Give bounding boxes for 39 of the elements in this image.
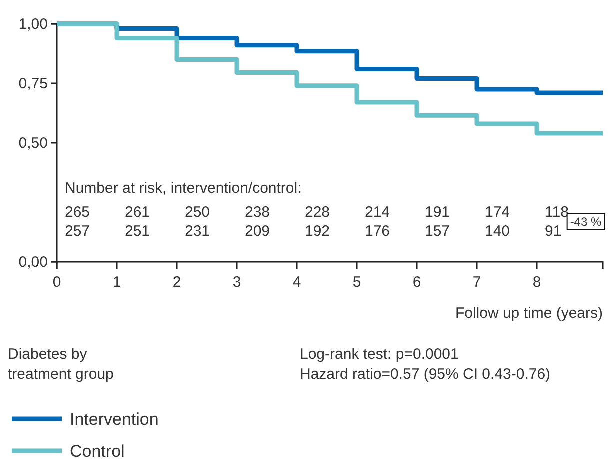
y-tick-label: 0,50 [18,134,48,152]
annotation: 251 [125,223,150,240]
x-tick-label: 8 [532,274,542,291]
annotation: 228 [305,204,330,221]
text: Log-rank test: p=0.0001 [300,346,459,363]
annotation: 214 [365,204,390,221]
annotation: 231 [185,223,210,240]
x-tick-label: 3 [232,274,242,291]
annotation: 176 [365,223,390,240]
annotation: 261 [125,204,150,221]
y-tick-label: 0,75 [18,75,48,92]
x-axis-title: Follow up time (years) [455,305,603,322]
annotation: -43 % [570,215,602,229]
annotation: 191 [425,204,450,221]
x-tick-label: 5 [352,274,362,291]
x-tick-label: 2 [172,274,182,291]
annotation: 192 [305,223,330,240]
annotation: 140 [485,223,510,240]
text: Hazard ratio=0.57 (95% CI 0.43-0.76) [300,366,551,383]
x-tick-label: 0 [52,274,62,291]
y-tick-label: 1,00 [18,16,48,33]
legend-label: Control [70,442,125,459]
annotation: 257 [65,223,90,240]
x-tick-label: 1 [112,274,122,291]
annotation: 250 [185,204,210,221]
x-tick-label: 7 [472,274,482,291]
annotation: 91 [545,223,562,240]
y-tick-label: 0,00 [18,254,48,271]
annotation: 209 [245,223,270,240]
legend-label: Intervention [70,410,159,429]
x-tick-label: 6 [412,274,422,291]
legend-title: Diabetes by treatment group [8,346,114,383]
annotation: 174 [485,204,510,221]
annotation: 238 [245,204,270,221]
annotation: 157 [425,223,450,240]
x-tick-label: 4 [292,274,302,291]
annotation: Number at risk, intervention/control: [65,180,302,197]
annotation: 118 [545,204,569,221]
annotation: 265 [65,204,90,221]
